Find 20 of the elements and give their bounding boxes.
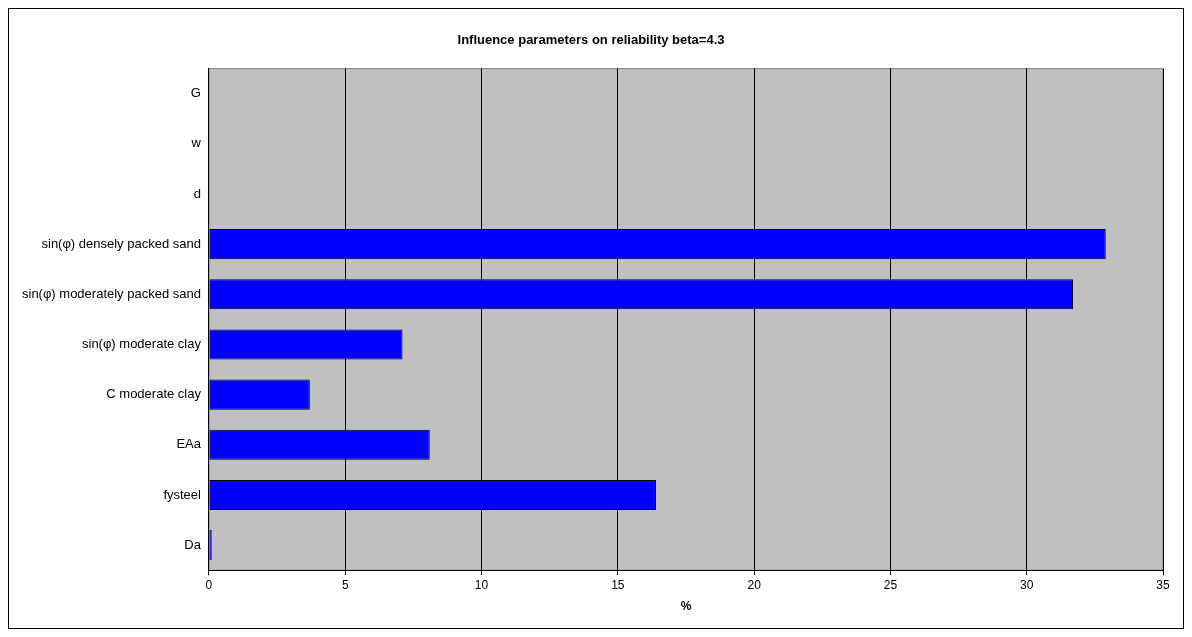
- x-tick-label: 0: [205, 577, 213, 592]
- y-tick-label: sin(φ) moderate clay: [81, 336, 202, 352]
- y-tick-label: C moderate clay: [106, 386, 202, 402]
- y-tick-label: fysteel: [163, 486, 202, 502]
- y-tick-label: sin(φ) moderately packed sand: [21, 285, 201, 301]
- y-tick-label: w: [190, 135, 202, 151]
- x-tick-label: 5: [341, 577, 349, 592]
- y-tick-label: sin(φ) densely packed sand: [41, 235, 201, 251]
- chart-title: Influence parameters on reliability beta=4.3: [457, 32, 725, 48]
- x-tick-label: 35: [1156, 577, 1170, 592]
- x-tick-label: 15: [611, 577, 625, 592]
- y-tick-label: d: [193, 185, 201, 201]
- x-tick-label: 20: [747, 577, 762, 592]
- x-tick-label: 30: [1020, 577, 1034, 592]
- x-tick-label: 10: [474, 577, 489, 592]
- y-tick-label: EAa: [176, 436, 202, 452]
- y-tick-label: Da: [184, 536, 202, 552]
- x-tick-label: 25: [883, 577, 898, 592]
- x-axis-title: %: [680, 599, 692, 614]
- y-tick-label: G: [190, 85, 201, 101]
